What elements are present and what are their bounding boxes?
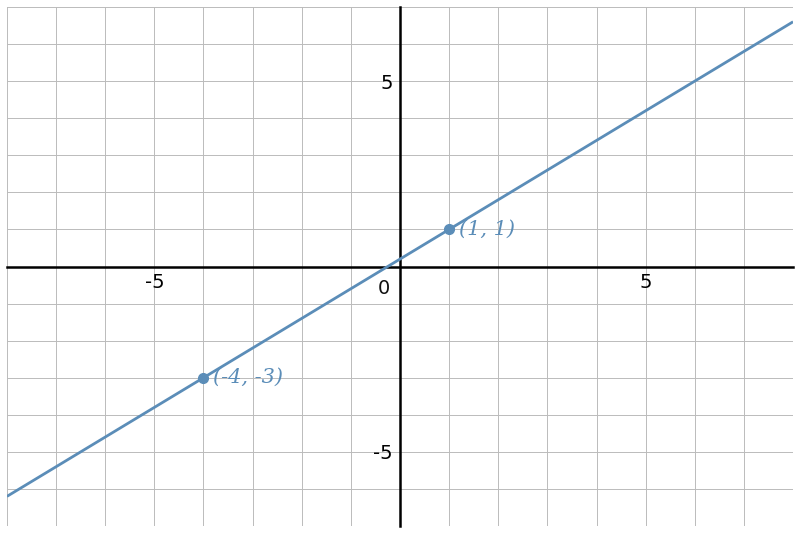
Text: (-4, -3): (-4, -3): [214, 368, 283, 387]
Text: 0: 0: [378, 279, 390, 298]
Text: (1, 1): (1, 1): [459, 220, 515, 239]
